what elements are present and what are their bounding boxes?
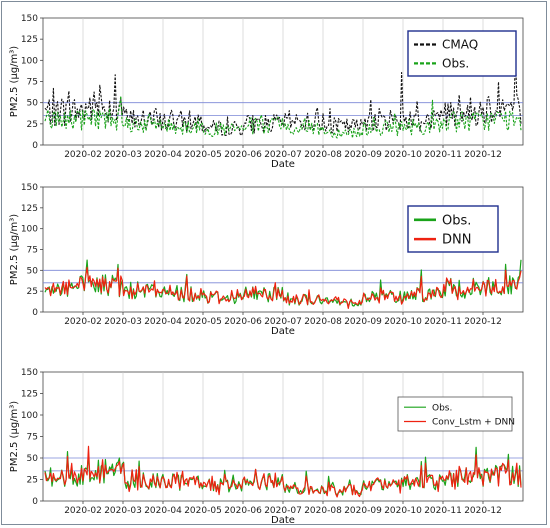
y-axis-label: PM2.5 (μg/m³)	[9, 214, 20, 285]
legend-label: Obs.	[442, 57, 469, 71]
x-tick-label: 2020-08	[304, 506, 342, 516]
legend-label: Obs.	[442, 213, 471, 228]
x-tick-label: 2020-05	[184, 506, 222, 516]
x-tick-label: 2020-09	[344, 317, 382, 327]
legend-box	[407, 30, 517, 77]
y-tick-label: 100	[21, 411, 38, 421]
series-line-cmaq	[44, 58, 522, 137]
x-tick-label: 2020-07	[264, 506, 302, 516]
x-tick-label: 2020-07	[264, 317, 302, 327]
x-tick-label: 2020-03	[104, 506, 142, 516]
series-line-dnn	[44, 266, 522, 309]
x-tick-label: 2020-03	[104, 317, 142, 327]
y-tick-label: 125	[21, 204, 38, 214]
series-line-conv-lstm-dnn	[44, 445, 522, 498]
x-tick-label: 2020-03	[104, 150, 142, 160]
y-tick-label: 50	[27, 454, 39, 464]
x-axis-label: Date	[271, 326, 295, 337]
x-tick-label: 2020-05	[184, 150, 222, 160]
legend-label: Obs.	[432, 403, 452, 413]
x-tick-label: 2020-04	[144, 317, 182, 327]
y-tick-label: 125	[21, 35, 38, 45]
y-tick-label: 0	[32, 497, 38, 507]
x-tick-label: 2020-10	[384, 150, 422, 160]
y-tick-label: 150	[21, 368, 38, 378]
x-tick-label: 2020-07	[264, 150, 302, 160]
x-tick-label: 2020-08	[304, 150, 342, 160]
x-tick-label: 2020-12	[464, 150, 502, 160]
x-tick-label: 2020-12	[464, 506, 502, 516]
x-tick-label: 2020-06	[224, 150, 262, 160]
x-tick-label: 2020-11	[424, 150, 462, 160]
legend-label: DNN	[442, 233, 471, 248]
x-tick-label: 2020-06	[224, 506, 262, 516]
series-line-obs-	[44, 95, 522, 139]
x-tick-label: 2020-10	[384, 506, 422, 516]
x-tick-label: 2020-12	[464, 317, 502, 327]
y-tick-label: 150	[21, 14, 38, 24]
y-tick-label: 75	[27, 78, 38, 88]
y-tick-label: 0	[32, 141, 38, 151]
y-tick-label: 50	[27, 266, 39, 276]
y-tick-label: 100	[21, 56, 38, 66]
y-tick-label: 25	[27, 476, 38, 486]
x-axis-label: Date	[271, 159, 295, 170]
x-tick-label: 2020-05	[184, 317, 222, 327]
y-tick-label: 125	[21, 390, 38, 400]
x-tick-label: 2020-08	[304, 317, 342, 327]
x-tick-label: 2020-02	[64, 506, 102, 516]
y-tick-label: 75	[27, 246, 38, 256]
y-axis-label: PM2.5 (μg/m³)	[9, 401, 20, 472]
x-tick-label: 2020-04	[144, 506, 182, 516]
y-tick-label: 25	[27, 287, 38, 297]
x-tick-label: 2020-06	[224, 317, 262, 327]
x-tick-label: 2020-04	[144, 150, 182, 160]
y-tick-label: 75	[27, 433, 38, 443]
x-tick-label: 2020-11	[424, 317, 462, 327]
legend-label: CMAQ	[442, 38, 478, 52]
x-tick-label: 2020-11	[424, 506, 462, 516]
x-tick-label: 2020-10	[384, 317, 422, 327]
x-axis-label: Date	[271, 515, 295, 526]
y-tick-label: 25	[27, 120, 38, 130]
y-tick-label: 100	[21, 225, 38, 235]
legend-box	[397, 396, 513, 432]
legend-box	[407, 205, 499, 253]
legend-label: Conv_Lstm + DNN	[432, 418, 515, 428]
x-tick-label: 2020-02	[64, 150, 102, 160]
x-tick-label: 2020-02	[64, 317, 102, 327]
x-tick-label: 2020-09	[344, 150, 382, 160]
x-tick-label: 2020-09	[344, 506, 382, 516]
y-axis-label: PM2.5 (μg/m³)	[9, 46, 20, 117]
y-tick-label: 0	[32, 308, 38, 318]
y-tick-label: 150	[21, 183, 38, 193]
y-tick-label: 50	[27, 99, 39, 109]
